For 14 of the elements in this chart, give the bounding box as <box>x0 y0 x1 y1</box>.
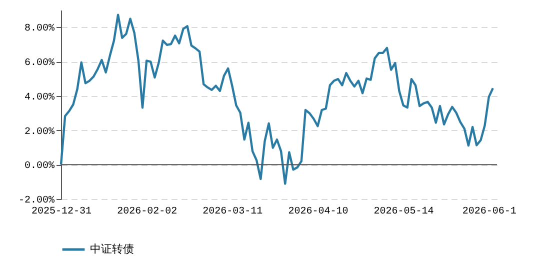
y-tick-label: 4.00% <box>24 92 54 104</box>
y-tick-label: 2.00% <box>24 126 54 138</box>
y-tick-label: 0.00% <box>24 161 54 172</box>
y-tick-label: 8.00% <box>24 24 54 35</box>
x-tick-label: 2026-06-1 <box>462 206 516 218</box>
y-tick-label: 6.00% <box>24 58 54 70</box>
x-tick-label: 2026-05-14 <box>374 206 434 218</box>
legend-label: 中证转债 <box>90 242 134 256</box>
line-series <box>60 14 494 185</box>
x-tick-label: 2026-03-11 <box>202 206 263 218</box>
y-tick-label: -2.00% <box>18 196 54 206</box>
x-tick-label: 2026-04-10 <box>288 206 348 218</box>
x-tick-label: 2026-02-02 <box>117 206 178 218</box>
x-tick-label: 2025-12-31 <box>31 206 92 218</box>
